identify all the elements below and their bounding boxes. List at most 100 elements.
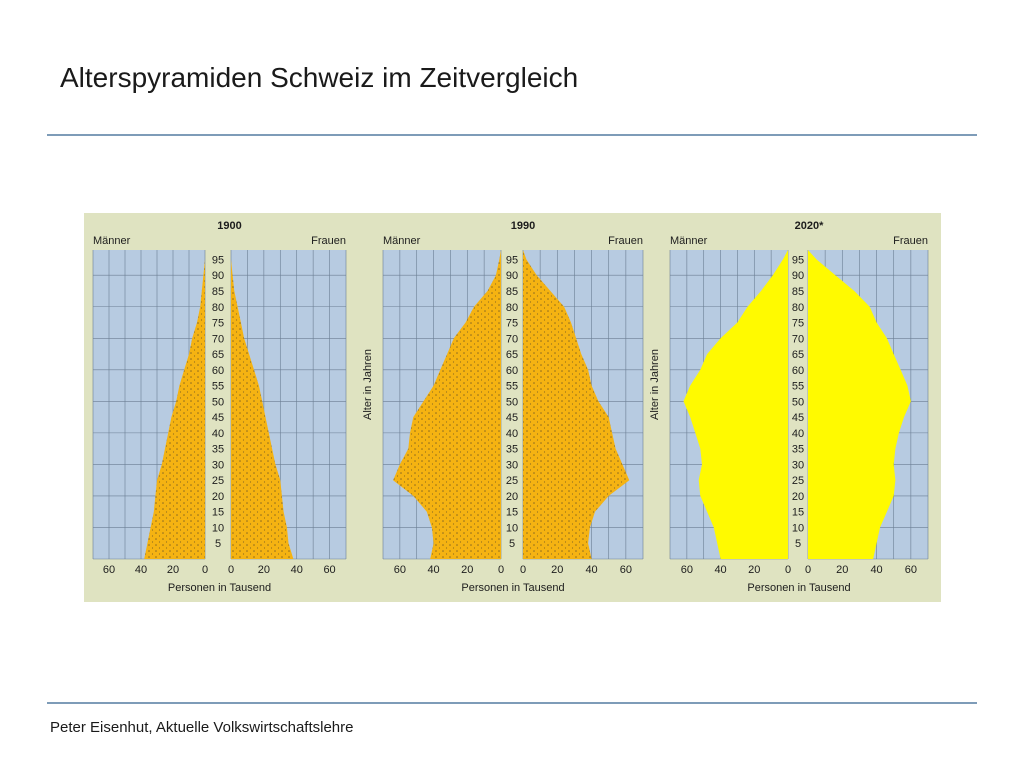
y-tick-label: 65 (506, 349, 518, 361)
x-axis-label: Personen in Tausend (168, 582, 271, 594)
right-group-label: Frauen (311, 235, 346, 247)
x-tick-label: 20 (551, 564, 563, 576)
y-tick-label: 95 (212, 254, 224, 266)
y-tick-label: 25 (212, 475, 224, 487)
x-tick-label: 20 (461, 564, 473, 576)
y-tick-label: 15 (506, 507, 518, 519)
y-tick-label: 40 (212, 428, 224, 440)
y-tick-label: 95 (506, 254, 518, 266)
y-tick-label: 70 (506, 333, 518, 345)
y-tick-label: 50 (792, 396, 804, 408)
y-tick-label: 5 (795, 538, 801, 550)
y-tick-label: 45 (212, 412, 224, 424)
y-tick-label: 35 (506, 444, 518, 456)
y-tick-label: 25 (792, 475, 804, 487)
y-tick-label: 90 (506, 270, 518, 282)
y-tick-label: 10 (212, 522, 224, 534)
series-frauen-shape (523, 250, 630, 559)
y-tick-label: 10 (792, 522, 804, 534)
left-group-label: Männer (670, 235, 708, 247)
x-tick-label: 0 (785, 564, 791, 576)
y-tick-label: 10 (506, 522, 518, 534)
y-tick-label: 45 (506, 412, 518, 424)
panel-title: 1990 (511, 220, 535, 232)
title-divider (47, 134, 977, 136)
x-tick-label: 40 (135, 564, 147, 576)
x-tick-label: 40 (870, 564, 882, 576)
panel-title: 2020* (795, 220, 824, 232)
y-tick-label: 90 (212, 270, 224, 282)
x-tick-label: 40 (291, 564, 303, 576)
y-tick-label: 60 (212, 365, 224, 377)
y-tick-label: 40 (506, 428, 518, 440)
figure-background (84, 213, 941, 602)
left-group-label: Männer (383, 235, 421, 247)
x-axis-label: Personen in Tausend (747, 582, 850, 594)
y-tick-label: 5 (215, 538, 221, 550)
y-tick-label: 80 (506, 302, 518, 314)
series-frauen-shape (231, 250, 294, 559)
y-tick-label: 45 (792, 412, 804, 424)
y-tick-label: 50 (506, 396, 518, 408)
population-pyramids-figure: 1900 Männer Frauen 95 90 85 80 75 70 65 60 55 50 45 40… (84, 213, 941, 602)
y-tick-label: 70 (792, 333, 804, 345)
y-tick-label: 65 (792, 349, 804, 361)
x-tick-label: 40 (427, 564, 439, 576)
slide-footer: Peter Eisenhut, Aktuelle Volkswirtschaft… (50, 719, 354, 736)
x-tick-label: 60 (681, 564, 693, 576)
y-tick-label: 85 (212, 286, 224, 298)
y-tick-label: 35 (212, 444, 224, 456)
x-tick-label: 20 (167, 564, 179, 576)
y-axis-label: Alter in Jahren (362, 349, 374, 420)
y-tick-label: 70 (212, 333, 224, 345)
x-tick-label: 60 (620, 564, 632, 576)
x-tick-label: 40 (585, 564, 597, 576)
y-tick-label: 85 (506, 286, 518, 298)
y-tick-label: 55 (212, 381, 224, 393)
y-tick-label: 25 (506, 475, 518, 487)
series-maenner-shape (144, 250, 205, 559)
y-tick-label: 60 (506, 365, 518, 377)
x-tick-label: 20 (748, 564, 760, 576)
y-tick-label: 65 (212, 349, 224, 361)
series-maenner-shape (393, 250, 501, 559)
y-tick-label: 20 (506, 491, 518, 503)
slide-title: Alterspyramiden Schweiz im Zeitvergleich (60, 62, 579, 93)
y-tick-label: 55 (506, 381, 518, 393)
left-group-label: Männer (93, 235, 131, 247)
y-tick-label: 80 (212, 302, 224, 314)
y-tick-label: 75 (212, 318, 224, 330)
y-tick-label: 35 (792, 444, 804, 456)
x-tick-label: 20 (258, 564, 270, 576)
x-tick-label: 0 (202, 564, 208, 576)
y-tick-label: 30 (212, 459, 224, 471)
x-tick-label: 60 (323, 564, 335, 576)
y-tick-label: 15 (212, 507, 224, 519)
y-tick-label: 95 (792, 254, 804, 266)
y-tick-label: 20 (792, 491, 804, 503)
y-tick-label: 20 (212, 491, 224, 503)
footer-divider (47, 702, 977, 704)
x-tick-label: 60 (394, 564, 406, 576)
pyramid-panel-2020: 2020*Männer Frauen95908580757065605550454… (649, 220, 929, 594)
x-tick-label: 0 (520, 564, 526, 576)
x-tick-label: 60 (905, 564, 917, 576)
series-frauen-shape (808, 250, 911, 559)
x-tick-label: 0 (228, 564, 234, 576)
panel-title: 1900 (217, 220, 241, 232)
y-tick-label: 55 (792, 381, 804, 393)
y-tick-label: 30 (792, 459, 804, 471)
y-axis-label: Alter in Jahren (649, 349, 661, 420)
y-tick-label: 5 (509, 538, 515, 550)
x-tick-label: 20 (836, 564, 848, 576)
x-tick-label: 0 (498, 564, 504, 576)
right-group-label: Frauen (893, 235, 928, 247)
y-tick-label: 15 (792, 507, 804, 519)
y-tick-label: 30 (506, 459, 518, 471)
series-maenner-shape (683, 250, 788, 559)
y-tick-label: 50 (212, 396, 224, 408)
right-group-label: Frauen (608, 235, 643, 247)
